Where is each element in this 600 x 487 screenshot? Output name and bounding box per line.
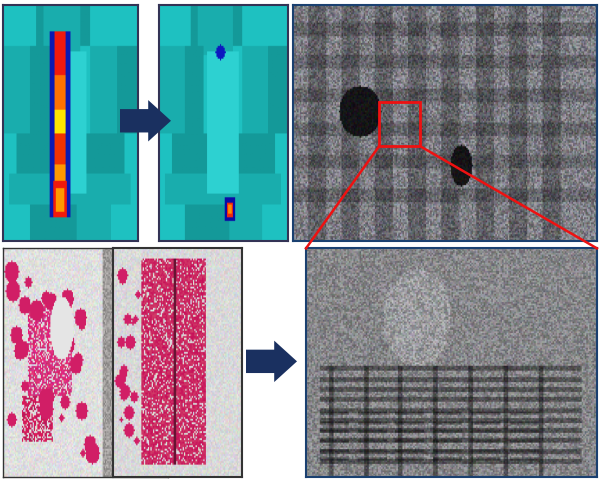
FancyArrow shape [246,341,297,382]
Bar [379,102,420,146]
FancyArrow shape [120,100,171,141]
